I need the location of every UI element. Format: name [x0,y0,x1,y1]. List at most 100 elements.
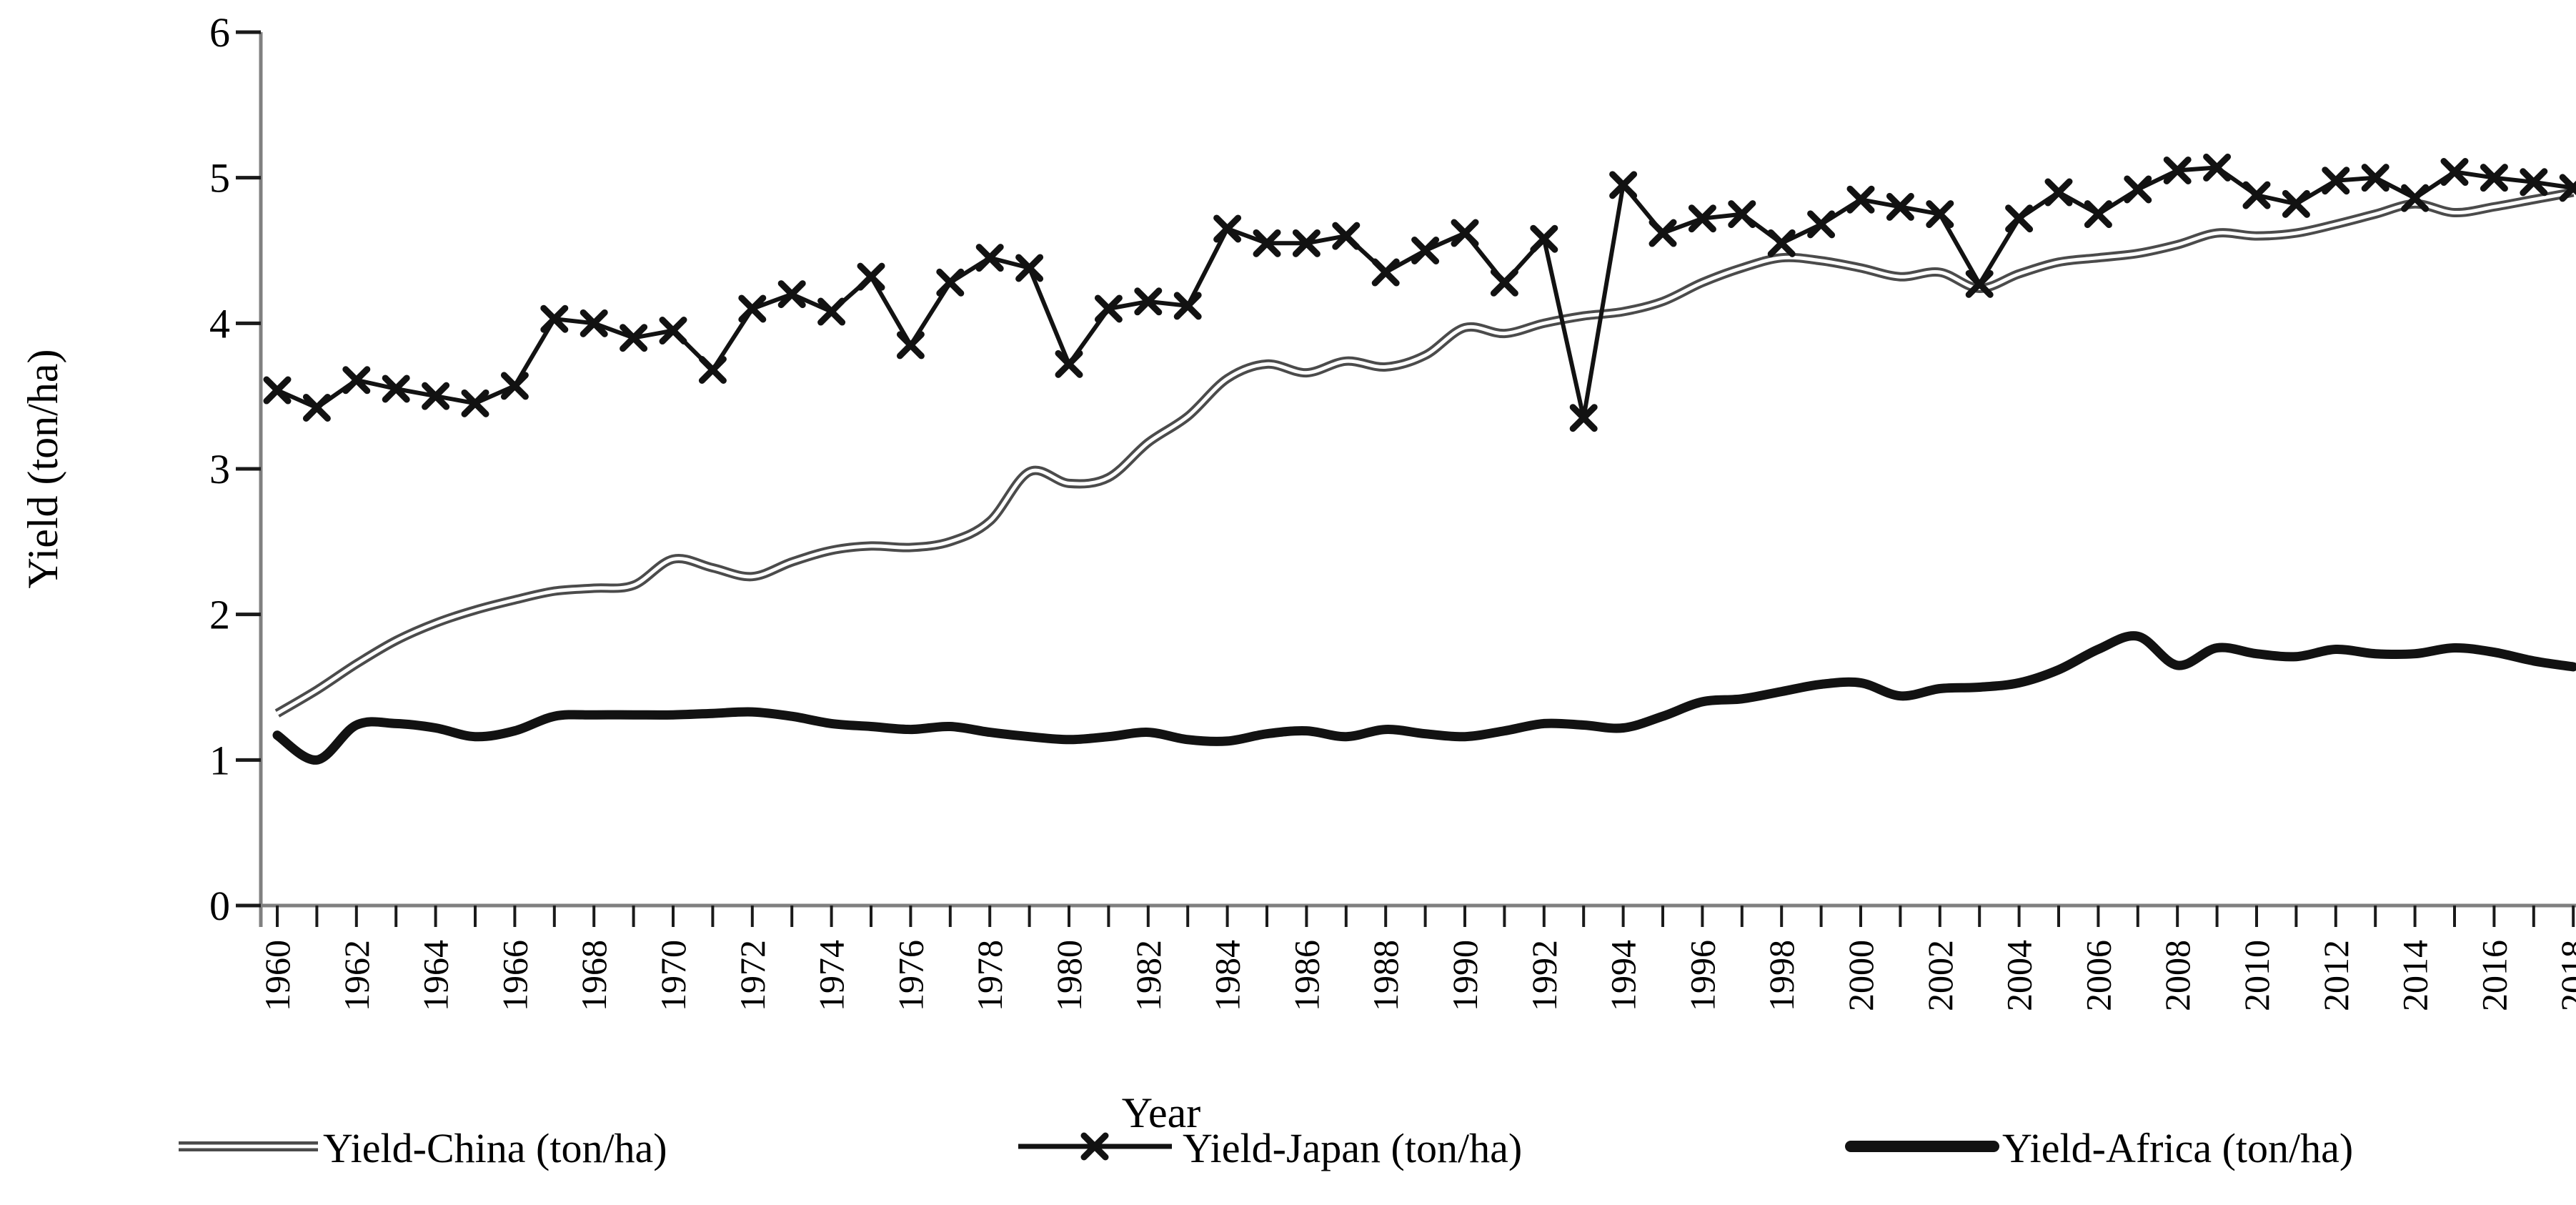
x-marker-icon [698,356,727,385]
x-tick-label: 1978 [970,940,1010,1011]
x-marker-icon [2044,178,2073,207]
x-marker-icon [1253,229,1281,257]
x-tick-label: 1972 [732,940,772,1011]
x-marker-icon [1292,229,1321,257]
china-series-line-outer [274,187,2575,718]
x-tick-label: 1960 [257,940,297,1011]
x-tick-label: 2016 [2474,940,2514,1011]
x-tick-label: 1988 [1366,940,1406,1011]
x-marker-icon [500,372,529,400]
y-tick-label: 4 [209,300,230,347]
y-axis-title: Yield (ton/ha) [19,349,66,589]
legend-item-china: Yield-China (ton/ha) [179,1125,667,1171]
x-marker-icon [1055,349,1083,378]
x-marker-icon [1332,222,1361,250]
x-marker-icon [1094,294,1123,323]
x-tick-label: 2010 [2237,940,2277,1011]
x-marker-icon [1648,219,1677,247]
x-marker-icon [2084,200,2112,229]
x-marker-icon [1807,210,1836,239]
legend-item-japan: Yield-Japan (ton/ha) [1018,1125,1522,1171]
x-tick-label: 2018 [2553,940,2576,1011]
x-marker-icon [817,297,846,326]
x-tick-label: 1966 [494,940,534,1011]
x-tick-label: 1984 [1208,940,1248,1011]
x-marker-icon [2124,175,2152,204]
x-axis-title: Year [1122,1089,1201,1136]
x-marker-icon [2203,153,2232,182]
x-marker-icon [1451,219,1479,247]
x-marker-icon [1886,192,1914,221]
x-marker-icon [1490,268,1518,297]
y-tick-label: 3 [209,446,230,492]
x-tick-label: 2014 [2395,940,2435,1011]
x-marker-icon [2520,168,2548,197]
x-marker-icon [659,317,687,345]
x-marker-icon [2322,167,2350,195]
x-tick-label: 2008 [2157,940,2197,1011]
x-tick-label: 1970 [653,940,693,1011]
x-marker-icon [2559,174,2576,202]
africa-series-line [272,631,2576,765]
x-marker-icon [620,324,648,352]
x-marker-icon [1688,204,1716,233]
x-marker-icon [580,309,608,337]
x-marker-icon [1965,269,1994,298]
x-marker-icon [1569,404,1598,432]
x-marker-icon [1411,236,1440,264]
x-marker-icon [302,393,331,422]
y-tick-label: 5 [209,155,230,202]
y-tick-label: 1 [209,737,230,783]
japan-series-line [276,165,2574,420]
x-marker-icon [738,294,767,323]
x-marker-icon [382,375,410,403]
x-marker-icon [936,268,965,297]
y-tick-label: 6 [209,9,230,56]
x-marker-icon [2005,204,2034,233]
axes: 0 1 2 3 4 5 6 1960 1962 1964 1966 1968 1970 1972 1974 1… [209,9,2576,1011]
x-tick-label: 1974 [812,940,852,1011]
x-marker-icon [896,331,925,359]
x-marker-icon [461,389,489,417]
legend: Yield-China (ton/ha) Yield-Japan (ton/ha)… [179,1125,2353,1171]
x-tick-label: 2000 [1841,940,1881,1011]
x-tick-label: 2012 [2316,940,2356,1011]
x-marker-icon [1846,185,1875,214]
x-marker-icon [1530,224,1558,253]
y-tick-label: 2 [209,592,230,638]
series-lines [263,153,2576,765]
legend-item-africa: Yield-Africa (ton/ha) [1845,1125,2353,1171]
x-tick-label: 1962 [337,940,377,1011]
x-marker-icon [857,262,885,291]
china-series-line-core [276,190,2574,715]
x-tick-label: 1976 [890,940,930,1011]
x-tick-label: 2004 [1999,940,2039,1011]
x-marker-icon [1015,254,1044,282]
legend-label-africa: Yield-Africa (ton/ha) [2002,1125,2353,1171]
x-tick-label: 1990 [1445,940,1485,1011]
x-tick-label: 1964 [416,940,456,1011]
x-marker-icon [1213,214,1242,243]
x-marker-icon [1767,229,1796,257]
x-marker-icon [2361,164,2389,192]
x-marker-icon [1609,171,1638,199]
x-tick-label: 2006 [2078,940,2118,1011]
x-marker-icon [1080,1132,1109,1161]
x-marker-icon [1371,258,1400,287]
x-marker-icon [422,382,450,410]
x-tick-label: 1996 [1682,940,1722,1011]
x-marker-icon [2480,164,2508,192]
x-marker-icon [777,280,806,309]
x-marker-icon [2242,181,2271,209]
y-tick-label: 0 [209,883,230,929]
x-tick-label: 2002 [1920,940,1960,1011]
x-marker-icon [975,244,1004,272]
x-marker-icon [263,376,292,405]
x-marker-icon [540,304,569,333]
legend-label-china: Yield-China (ton/ha) [323,1125,667,1171]
x-marker-icon [2401,184,2430,212]
x-marker-icon [1926,200,1954,229]
x-marker-icon [1173,292,1202,320]
